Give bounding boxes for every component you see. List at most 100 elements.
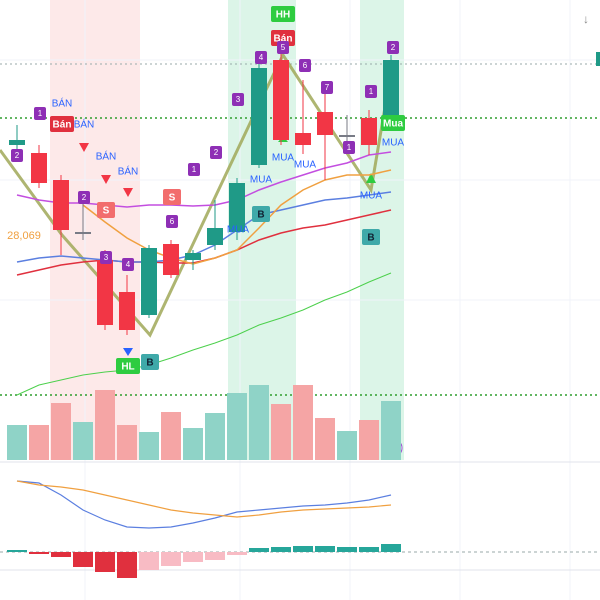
wave-label: 2 [82,193,87,202]
wave-label: 2 [15,151,20,160]
candle-body [339,135,355,137]
wave-marker [387,41,399,54]
signal-text: MUA [360,191,383,202]
macd-histogram-bar [73,552,93,567]
wave-marker [321,81,333,94]
candle-body [163,244,179,275]
candle-body [141,248,157,315]
macd-histogram-bar [315,546,335,552]
indicator-line [16,191,392,263]
wave-marker [166,215,178,228]
signal-box [50,116,74,132]
signal-box [252,206,270,222]
candle-body [31,153,47,183]
volume-bar [95,390,115,460]
wave-label: 7 [325,83,330,92]
wave-label: 1 [192,165,197,174]
wave-marker [100,251,112,264]
indicator-line [16,480,392,529]
macd-histogram-bar [227,552,247,555]
volume-bar [293,385,313,460]
wave-marker [78,191,90,204]
volume-bar [139,432,159,460]
signal-label: B [146,358,153,369]
signal-box [163,189,181,205]
signal-box [97,202,115,218]
candle-body [97,260,113,325]
wave-label: 3 [104,253,109,262]
signal-text: MUA [382,138,405,149]
wave-label: 2 [214,148,219,157]
signal-text: BÁN [96,150,117,163]
indicator-line [16,480,392,518]
wave-marker [255,51,267,64]
wave-marker [343,141,355,154]
candle-body [9,140,25,145]
signal-text: MUA [227,225,250,236]
wave-label: 2 [391,43,396,52]
candle-body [207,228,223,245]
macd-histogram-bar [51,552,71,557]
signal-text: MUA [250,175,273,186]
signal-label: S [103,206,110,217]
wave-label: 6 [170,217,175,226]
macd-histogram-bar [139,552,159,570]
signal-label: B [367,233,374,244]
signal-label: Bán [274,34,293,45]
wave-marker [299,59,311,72]
indicator-line [16,272,392,396]
signal-label: HH [276,10,290,21]
candle-body [361,118,377,145]
signal-box [362,229,380,245]
candle-body [273,60,289,140]
candle-body [119,292,135,330]
macd-histogram-bar [293,546,313,552]
wave-label: 5 [281,43,286,52]
volume-bar [73,422,93,460]
candle-body [317,112,333,135]
volume-bar [271,404,291,460]
candle-body [185,253,201,260]
volume-bar [205,413,225,460]
macd-histogram-bar [183,552,203,562]
volume-bar [337,431,357,460]
macd-histogram-bar [271,547,291,552]
volume-bar [315,418,335,460]
volume-bar [29,425,49,460]
macd-histogram-bar [7,550,27,552]
macd-histogram-bar [29,552,49,554]
price-label: 28,069 [7,230,41,242]
candle-body [229,183,245,232]
volume-bar [381,401,401,460]
macd-histogram-bar [249,548,269,552]
candle-body [295,133,311,145]
macd-histogram-bar [337,547,357,552]
signal-label: Mua [383,119,403,130]
macd-histogram-bar [381,544,401,552]
wave-label: 3 [236,95,241,104]
candle-body [75,232,91,234]
macd-histogram-bar [359,547,379,552]
macd-histogram-bar [161,552,181,566]
wave-label: 1 [347,143,352,152]
wave-marker [277,41,289,54]
wave-marker [232,93,244,106]
signal-text: BÁN [118,165,139,178]
volume-bar [117,425,137,460]
signal-box [116,358,140,374]
signal-box [141,354,159,370]
signal-label: B [257,210,264,221]
wave-marker [210,146,222,159]
wave-marker [34,107,46,120]
volume-bar [249,385,269,460]
volume-bar [7,425,27,460]
signal-text: MUA [272,153,295,164]
wave-marker [11,149,23,162]
volume-bar [183,428,203,460]
signal-box [271,30,295,46]
macd-histogram-bar [205,552,225,560]
wave-marker [122,258,134,271]
wave-marker [365,85,377,98]
wave-marker [188,163,200,176]
